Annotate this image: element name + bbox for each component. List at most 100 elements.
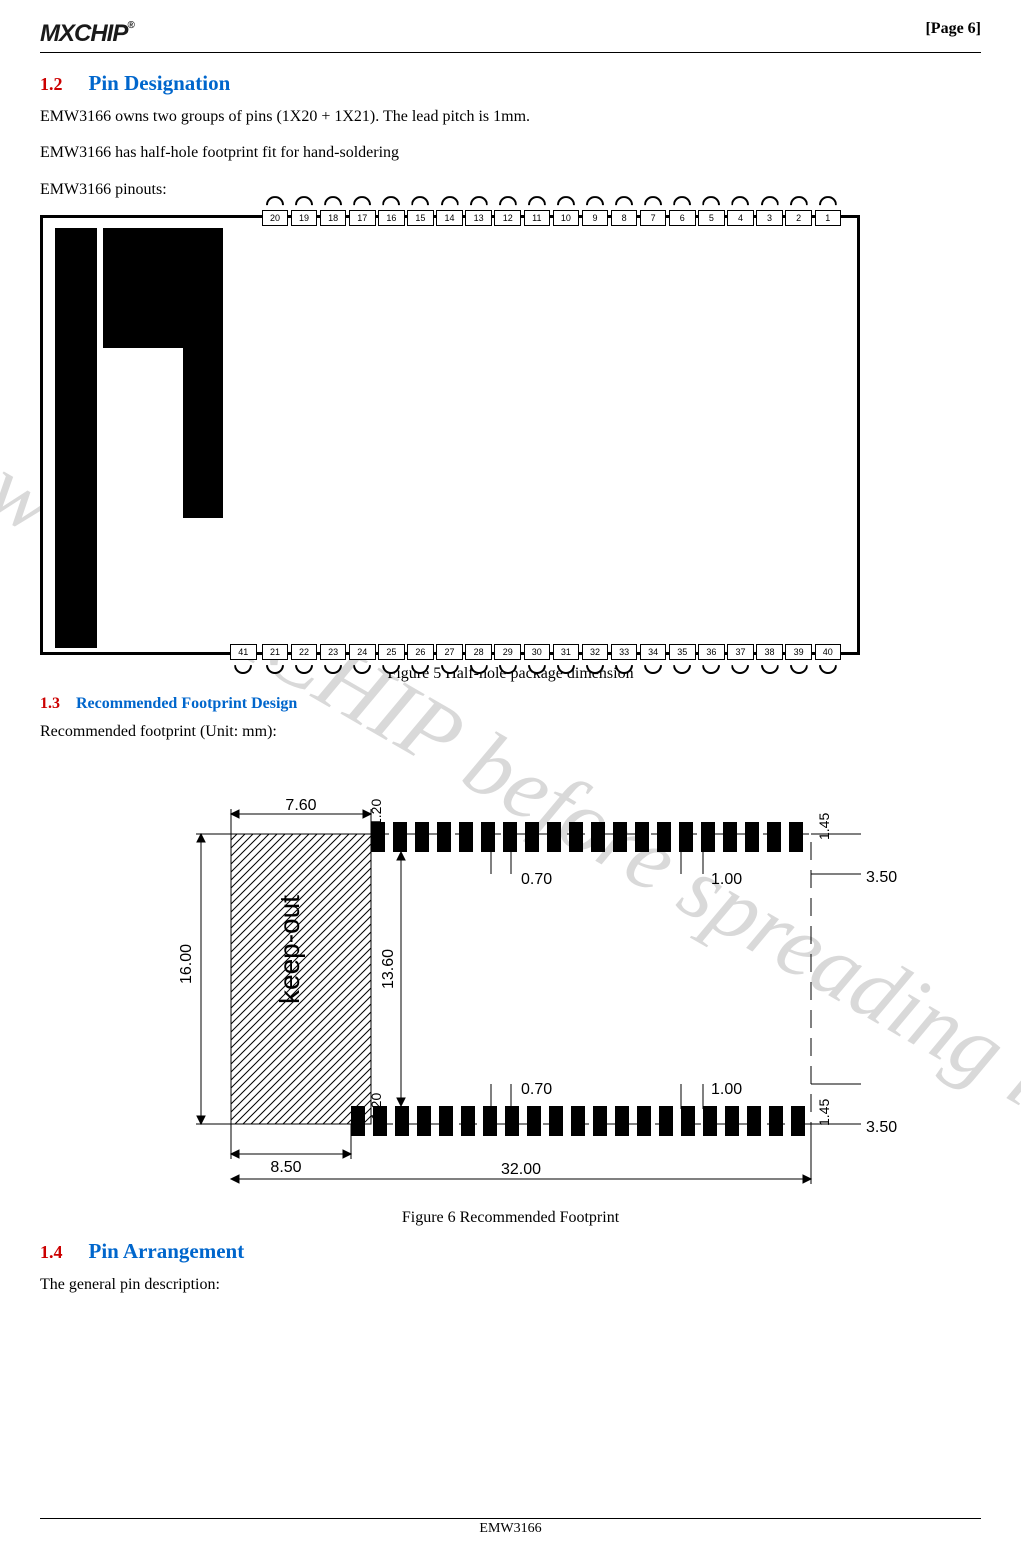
pin-label: 3 (756, 210, 783, 226)
dimension-label: 1.45 (816, 812, 832, 839)
pin-label: 38 (756, 644, 783, 660)
pin-label: 39 (785, 644, 812, 660)
halfhole-icon (436, 662, 463, 674)
halfhole-icon (262, 196, 289, 208)
halfhole-icon (349, 196, 376, 208)
pad (637, 1106, 651, 1136)
pin-label: 23 (320, 644, 347, 660)
pad (417, 1106, 431, 1136)
dimension-label: 0.70 (521, 871, 552, 888)
pin-label: 4 (727, 210, 754, 226)
halfhole-icon (291, 662, 318, 674)
pad (505, 1106, 519, 1136)
pin-row-top: 1234567891011121314151617181920 (262, 210, 841, 226)
pad (767, 822, 781, 852)
halfhole-icon (262, 662, 289, 674)
pad (591, 822, 605, 852)
pin-label: 19 (291, 210, 318, 226)
pad (549, 1106, 563, 1136)
halfhole-icon (524, 662, 551, 674)
section-text: Pin Designation (89, 71, 231, 95)
pin-label: 20 (262, 210, 289, 226)
halfhole-icon (785, 196, 812, 208)
pin-label: 31 (553, 644, 580, 660)
pin-label: 9 (582, 210, 609, 226)
figure-5: 1234567891011121314151617181920 41212223… (40, 215, 981, 655)
halfhole-icon (320, 662, 347, 674)
pin-label: 26 (407, 644, 434, 660)
pin-label: 7 (640, 210, 667, 226)
pad (659, 1106, 673, 1136)
pad (415, 822, 429, 852)
pin-label: 29 (494, 644, 521, 660)
halfhole-icon (582, 196, 609, 208)
section-text: Pin Arrangement (89, 1239, 245, 1263)
dimension-label: 3.50 (866, 869, 897, 886)
pad (483, 1106, 497, 1136)
halfhole-icon (640, 662, 667, 674)
pad (503, 822, 517, 852)
pad (701, 822, 715, 852)
pin-label: 34 (640, 644, 667, 660)
halfhole-icon (611, 196, 638, 208)
pad (725, 1106, 739, 1136)
pin-label: 2 (785, 210, 812, 226)
package-outline: 1234567891011121314151617181920 41212223… (40, 215, 860, 655)
halfhole-icon (727, 196, 754, 208)
pin-label: 37 (727, 644, 754, 660)
pad (789, 822, 803, 852)
pad (437, 822, 451, 852)
pad (703, 1106, 717, 1136)
halfhole-icon (494, 662, 521, 674)
body-text: The general pin description: (40, 1274, 981, 1296)
pin-label: 14 (436, 210, 463, 226)
pin-label: 33 (611, 644, 638, 660)
pin-label: 28 (465, 644, 492, 660)
pad (657, 822, 671, 852)
halfhole-icon (349, 662, 376, 674)
halfhole-icon (698, 662, 725, 674)
pad (569, 822, 583, 852)
shield-block (55, 228, 97, 648)
pad (393, 822, 407, 852)
page-footer: EMW3166 (40, 1518, 981, 1537)
halfhole-icon (553, 662, 580, 674)
shield-block (183, 348, 223, 518)
dimension-label: 1.20 (368, 798, 384, 825)
halfhole-icon (756, 196, 783, 208)
halfhole-icon (465, 196, 492, 208)
footprint-svg: keep-out 7.60 1.20 (121, 774, 901, 1194)
pin-label: 32 (582, 644, 609, 660)
pad (439, 1106, 453, 1136)
pad (615, 1106, 629, 1136)
halfhole-icon (320, 196, 347, 208)
section-1-4-title: 1.4 Pin Arrangement (40, 1239, 981, 1264)
body-text: EMW3166 owns two groups of pins (1X20 + … (40, 106, 981, 128)
pin-label: 27 (436, 644, 463, 660)
halfhole-icon (611, 662, 638, 674)
halfhole-icon (815, 196, 842, 208)
halfhole-icon (582, 662, 609, 674)
pin-label: 41 (230, 644, 257, 660)
pad (461, 1106, 475, 1136)
footer-text: EMW3166 (479, 1521, 541, 1536)
dimension-label: 0.70 (521, 1081, 552, 1098)
body-text: EMW3166 has half-hole footprint fit for … (40, 142, 981, 164)
bottom-pads (351, 1106, 805, 1136)
pin-label: 15 (407, 210, 434, 226)
dimension-label: 1.20 (368, 1092, 384, 1119)
pin-label: 11 (524, 210, 551, 226)
figure-6: keep-out 7.60 1.20 (121, 774, 901, 1199)
logo-reg: ® (127, 20, 133, 31)
halfhole-icon (524, 196, 551, 208)
dimension-label: 1.00 (711, 1081, 742, 1098)
halfhole-icon (756, 662, 783, 674)
dimension-label: keep-out (274, 894, 305, 1003)
pad (679, 822, 693, 852)
halfhole-icon (407, 662, 434, 674)
halfhole-icon (378, 196, 405, 208)
pin-label: 35 (669, 644, 696, 660)
halfhole-icon (291, 196, 318, 208)
pad (681, 1106, 695, 1136)
pin-label: 1 (815, 210, 842, 226)
